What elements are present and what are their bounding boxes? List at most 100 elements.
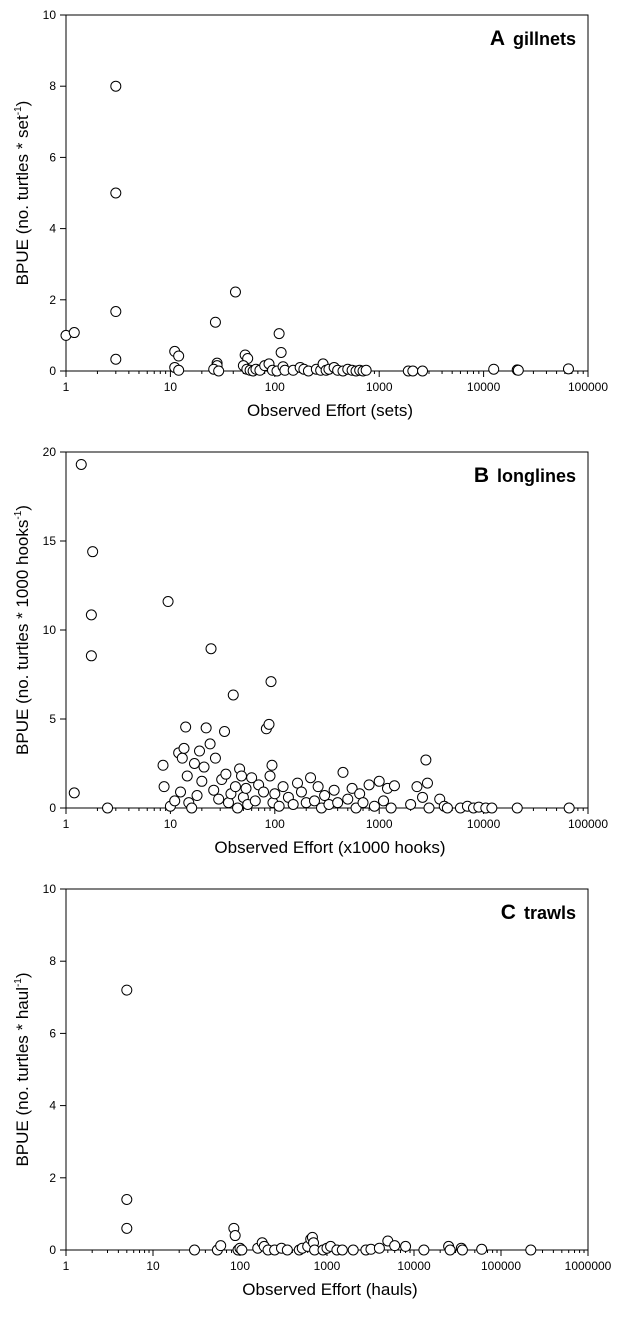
longlines-data-point: [188, 758, 200, 769]
longlines-data-point: [191, 790, 203, 802]
trawls-data-point: [336, 1244, 348, 1256]
trawls-gear-name: trawls: [524, 903, 576, 923]
longlines-data-point: [222, 797, 234, 809]
trawls-x-tick-label: 1000: [314, 1259, 341, 1273]
longlines-data-point: [277, 781, 289, 793]
gillnets-y-tick-label: 4: [49, 222, 56, 236]
trawls-data-point: [347, 1244, 359, 1256]
trawls-data-point: [418, 1244, 430, 1256]
longlines-data-point: [194, 745, 206, 757]
longlines-x-tick-label: 100000: [568, 817, 608, 831]
longlines-data-point: [305, 772, 317, 784]
longlines-data-point: [240, 782, 252, 794]
longlines-data-point: [287, 798, 299, 810]
panel-trawls: 1 10 100 1000 10000 100000 1000000 0 2 4 6 8 10 C traw…: [13, 882, 612, 1299]
longlines-y-tick-label: 5: [49, 712, 56, 726]
longlines-data-point: [68, 787, 80, 799]
gillnets-y-axis-title-superscript: -1: [13, 106, 24, 115]
trawls-data-point: [373, 1242, 385, 1254]
gillnets-data-point: [360, 364, 372, 376]
longlines-data-point: [308, 795, 320, 807]
longlines-x-tick-label: 10000: [467, 817, 501, 831]
longlines-data-point: [263, 718, 275, 730]
gillnets-data-point: [512, 364, 524, 376]
gillnets-y-tick-label: 6: [49, 150, 56, 164]
trawls-y-axis-title: BPUE (no. turtles * haul-1): [13, 972, 32, 1166]
gillnets-data-point: [110, 353, 122, 365]
longlines-data-point: [205, 643, 217, 655]
longlines-data-point: [368, 800, 380, 812]
longlines-data-point: [85, 650, 97, 662]
gillnets-panel-letter: A: [490, 27, 505, 50]
trawls-y-axis-title-superscript: -1: [13, 978, 24, 987]
longlines-data-point: [328, 784, 340, 796]
gillnets-data-point: [173, 364, 185, 376]
trawls-panel-letter: C: [501, 901, 516, 924]
trawls-x-tick-label: 100: [230, 1259, 250, 1273]
trawls-y-tick-label: 0: [49, 1243, 56, 1257]
longlines-data-point: [208, 784, 220, 796]
longlines-data-point: [266, 759, 278, 771]
longlines-data-point: [178, 742, 190, 754]
longlines-data-point: [227, 689, 239, 701]
panel-longlines: 1 10 100 1000 10000 100000 0 5 10 15 20 B longlines O…: [13, 445, 608, 857]
gillnets-data-point: [110, 80, 122, 92]
longlines-y-axis-title-superscript: -1: [13, 510, 24, 519]
gillnets-y-axis-title: BPUE (no. turtles * set-1): [13, 101, 32, 286]
trawls-y-axis-title-close: ): [13, 972, 32, 978]
trawls-y-tick-label: 2: [49, 1171, 56, 1185]
longlines-data-point: [264, 770, 276, 782]
longlines-data-point: [232, 802, 244, 814]
longlines-x-tick-label: 100: [265, 817, 285, 831]
trawls-data-point: [444, 1244, 456, 1256]
gillnets-data-point: [213, 365, 225, 377]
longlines-data-point: [346, 782, 358, 794]
longlines-y-tick-label: 10: [43, 623, 57, 637]
trawls-x-tick-label: 10000: [397, 1259, 431, 1273]
longlines-data-point: [220, 768, 232, 780]
trawls-x-tick-label: 1: [63, 1259, 70, 1273]
trawls-data-point: [121, 984, 133, 996]
longlines-data-point: [385, 802, 397, 814]
trawls-x-axis-title: Observed Effort (hauls): [242, 1280, 417, 1299]
trawls-y-axis-title-main: BPUE (no. turtles * haul: [13, 987, 32, 1167]
gillnets-data-point: [110, 187, 122, 199]
longlines-y-tick-label: 20: [43, 445, 57, 459]
longlines-data-point: [423, 802, 435, 814]
longlines-x-tick-label: 1000: [366, 817, 393, 831]
gillnets-data-point: [417, 365, 429, 377]
trawls-data-point: [476, 1243, 488, 1255]
gillnets-y-axis-title-main: BPUE (no. turtles * set: [13, 115, 32, 285]
trawls-y-tick-label: 10: [43, 882, 57, 896]
longlines-data-point: [388, 780, 400, 792]
longlines-data-point: [378, 795, 390, 807]
longlines-data-point: [246, 772, 258, 784]
gillnets-y-tick-label: 8: [49, 79, 56, 93]
longlines-data-point: [332, 797, 344, 809]
trawls-y-tick-label: 4: [49, 1099, 56, 1113]
trawls-data-point: [121, 1193, 133, 1205]
panel-gillnets: 1 10 100 1000 10000 100000 0 2 4 6 8 10 A gillnets Obs…: [13, 8, 608, 420]
gillnets-data-point: [68, 327, 80, 339]
longlines-data-point: [158, 781, 170, 793]
longlines-data-point: [186, 802, 198, 814]
longlines-data-point: [219, 725, 231, 737]
longlines-data-point: [75, 458, 87, 470]
gillnets-y-axis-title-close: ): [13, 101, 32, 107]
trawls-data-point: [281, 1244, 293, 1256]
trawls-x-tick-label: 10: [146, 1259, 160, 1273]
longlines-data-point: [204, 738, 216, 750]
longlines-data-point: [441, 802, 453, 814]
longlines-x-tick-label: 1: [63, 817, 70, 831]
gillnets-data-point: [562, 363, 574, 375]
trawls-data-point: [215, 1240, 227, 1252]
longlines-data-point: [198, 761, 210, 773]
gillnets-x-tick-label: 10000: [467, 380, 501, 394]
longlines-data-point: [181, 770, 193, 782]
gillnets-data-point: [110, 306, 122, 318]
longlines-data-point: [292, 777, 304, 789]
longlines-data-point: [411, 781, 423, 793]
trawls-y-tick-label: 8: [49, 954, 56, 968]
